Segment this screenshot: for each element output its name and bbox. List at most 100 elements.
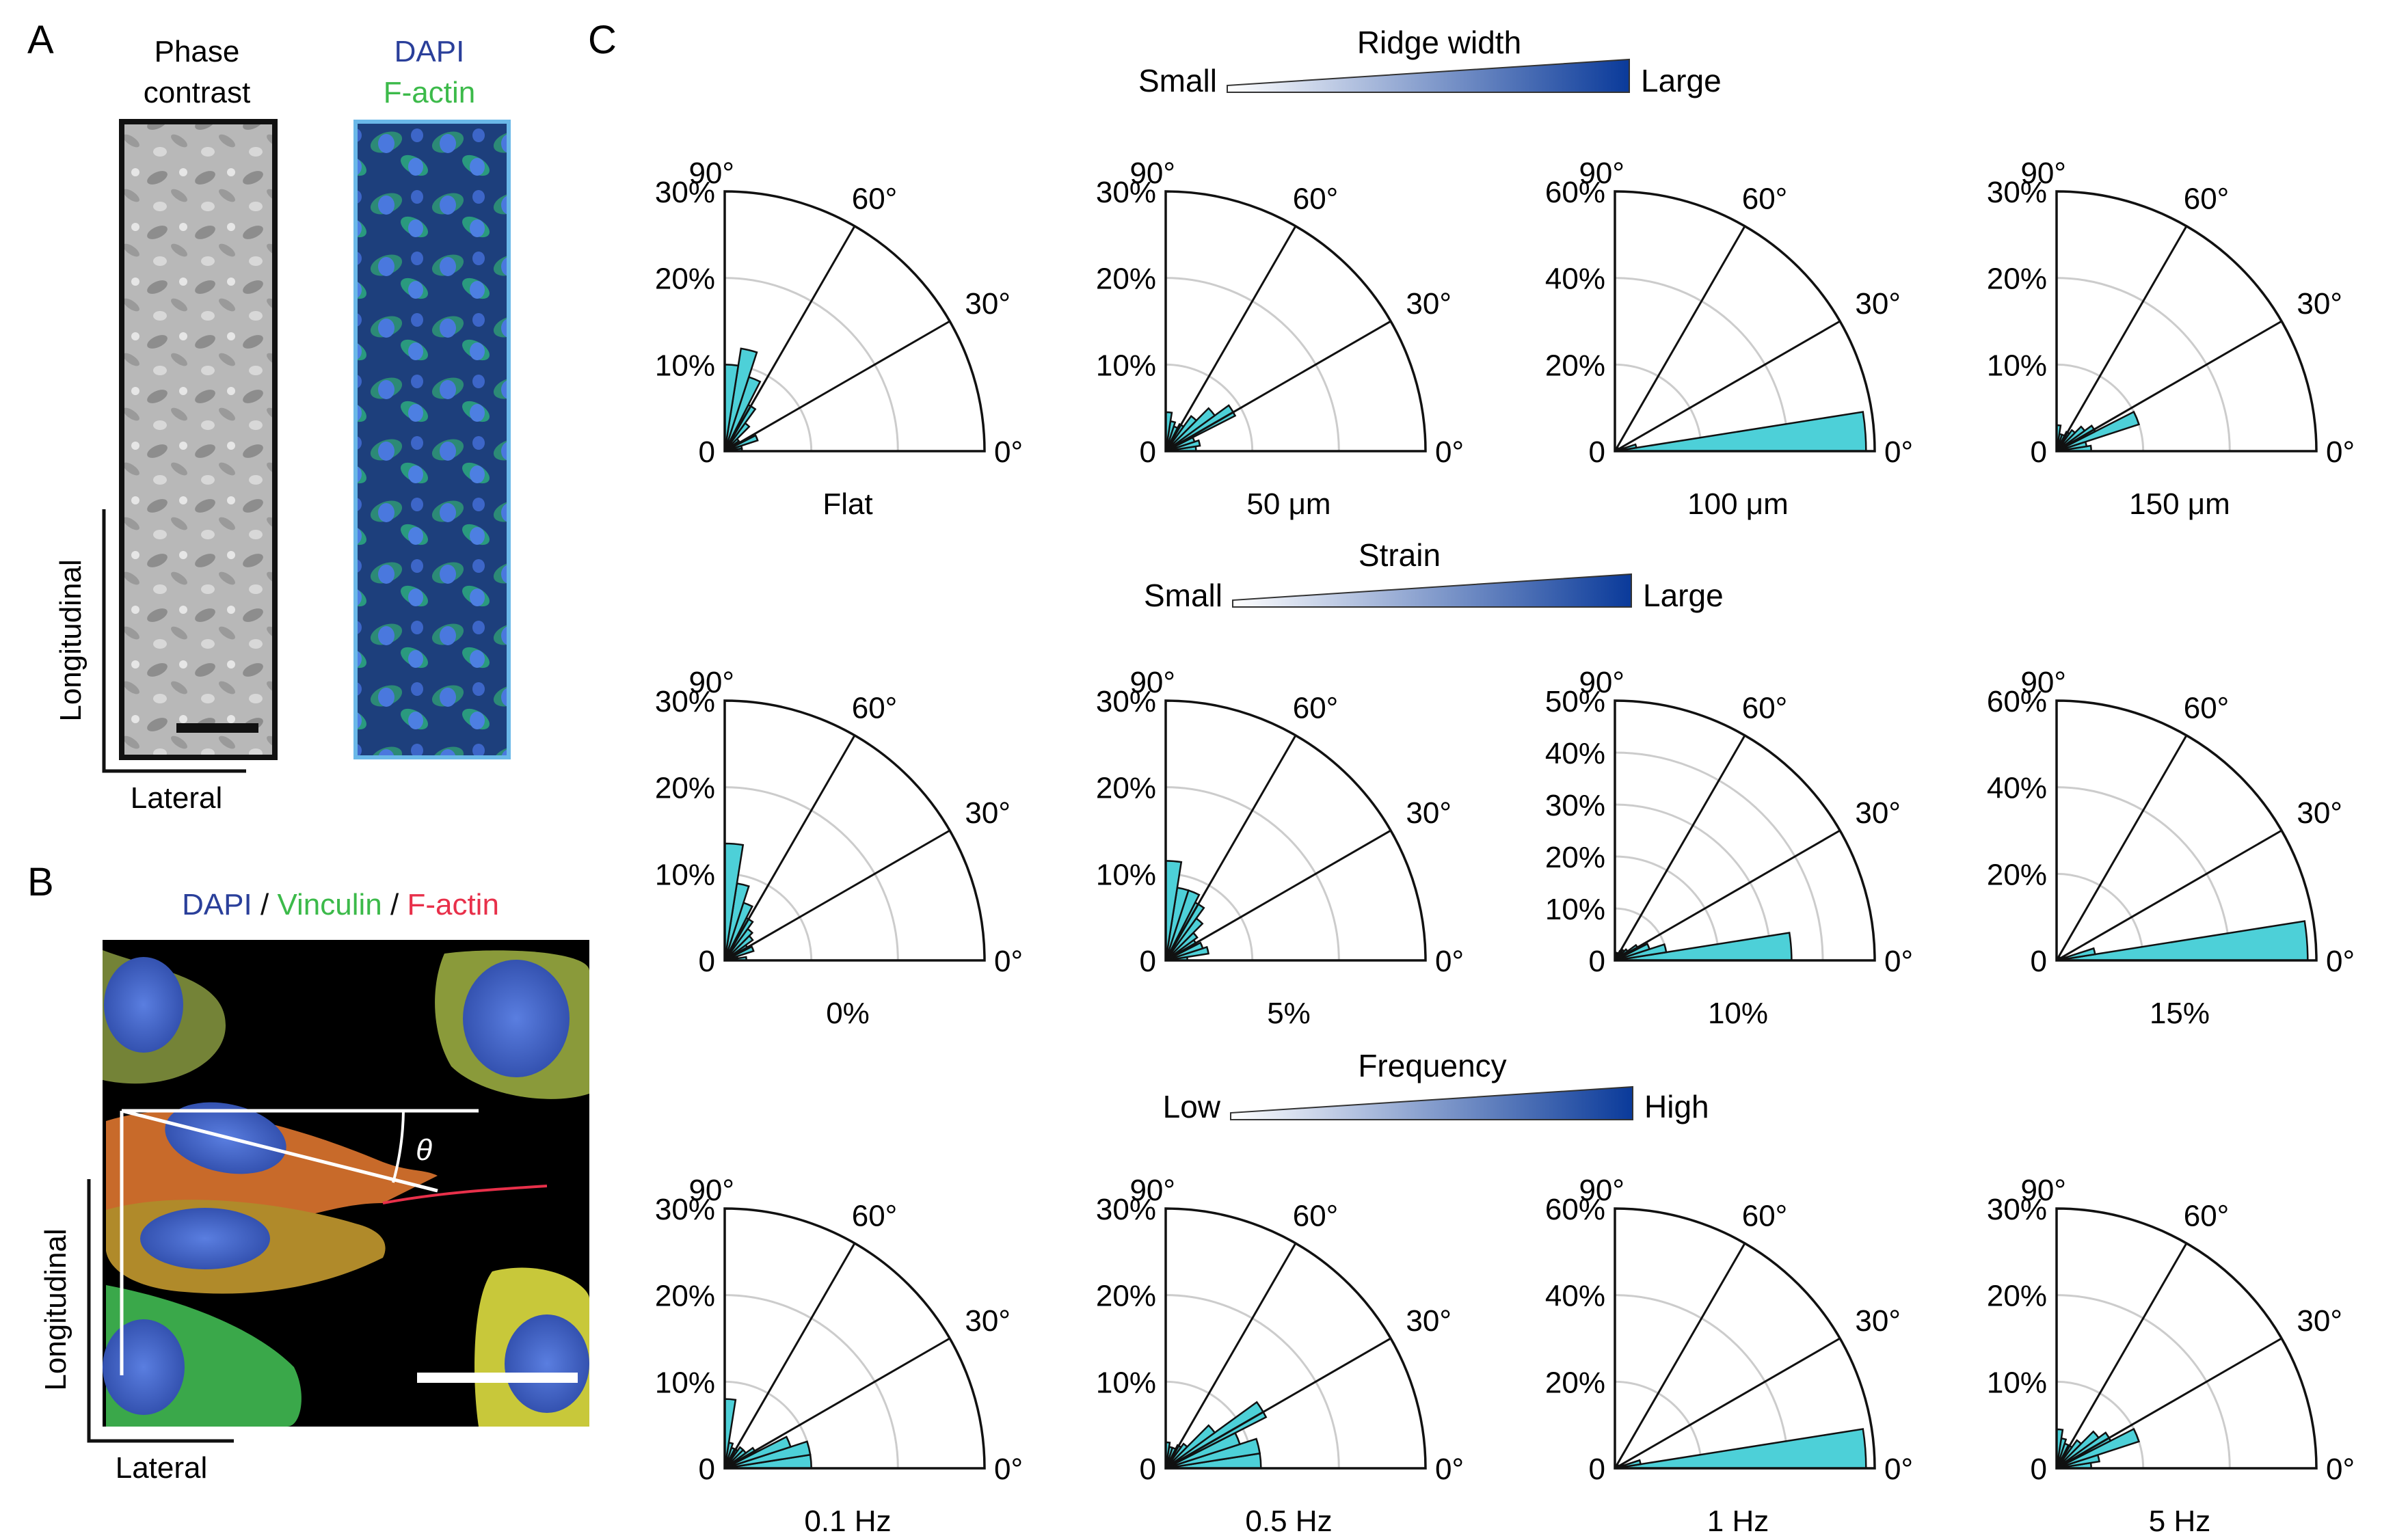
polar-2-bar (1165, 404, 1237, 453)
polar-8-condition-label: 15% (2150, 997, 2210, 1030)
panel-b-dapi: DAPI (182, 888, 252, 921)
polar-5-spoke (724, 829, 950, 962)
gradient-legends: Ridge width Small Large Strain Small Lar… (1138, 25, 1724, 1124)
gradient-strain-low: Small (1144, 578, 1222, 613)
panel-a-longitudinal-label: Longitudinal (54, 559, 88, 721)
fluorescence-image (353, 120, 511, 759)
polar-12-frame (2055, 1207, 2318, 1470)
polar-3-angle-0: 0° (1884, 435, 1913, 469)
phase-contrast-image (119, 119, 278, 760)
polar-9-r-tick: 10% (655, 1366, 715, 1399)
polar-5-r-tick: 20% (655, 772, 715, 805)
polar-4-r-tick: 20% (1987, 262, 2047, 296)
polar-2-bar (1164, 415, 1198, 452)
polar-10-r-tick: 30% (1096, 1193, 1156, 1226)
polar-9-r-tick: 20% (655, 1280, 715, 1313)
polar-6-grid-arc (1165, 786, 1340, 961)
polar-7-r-tick: 20% (1545, 841, 1605, 874)
dapi-title: DAPI (394, 35, 465, 68)
polar-10-condition-label: 0.5 Hz (1245, 1505, 1332, 1538)
polar-4-angle-90: 90° (2020, 157, 2066, 190)
polar-4-condition-label: 150 μm (2129, 487, 2230, 521)
polar-6-frame (1164, 699, 1427, 962)
polar-7-angle-60: 60° (1742, 691, 1788, 725)
polar-12-grid-arc (2056, 1294, 2231, 1469)
polar-2-angle-60: 60° (1293, 182, 1339, 215)
polar-1-spoke (724, 320, 950, 453)
polar-9-chart: 30% 20% 10% 0 90° 60° 30° 0° 0.1 Hz (655, 1174, 1023, 1538)
gradient-ridge-width: Ridge width Small Large (1138, 25, 1722, 98)
polar-4-chart: 30% 20% 10% 0 90° 60° 30° 0° 150 μm (1987, 157, 2355, 521)
polar-12-bar (2056, 1430, 2100, 1470)
polar-5-r-tick: 0 (699, 945, 715, 978)
polar-3-grid-arc (1614, 277, 1789, 452)
panel-letter-b: B (27, 860, 54, 904)
panel-b-longitudinal-label: Longitudinal (39, 1228, 72, 1390)
polar-9-angle-60: 60° (852, 1199, 898, 1232)
polar-3-spoke (1614, 226, 1746, 452)
factin-title: F-actin (384, 76, 475, 109)
polar-5-frame (723, 699, 986, 962)
polar-7-chart: 50% 40% 30% 20% 10% 0 90° 60° 30° 0° 10% (1545, 666, 1913, 1030)
polar-3-r-tick: 40% (1545, 262, 1605, 296)
polar-11-grid-arc (1614, 1380, 1703, 1469)
polar-3-condition-label: 100 μm (1687, 487, 1789, 521)
polar-3-frame (1614, 190, 1876, 453)
polar-7-spoke (1614, 735, 1746, 961)
polar-2-r-tick: 30% (1096, 176, 1156, 209)
polar-8-r-tick: 0 (2031, 945, 2047, 978)
polar-10-r-tick: 20% (1096, 1280, 1156, 1313)
panel-b: B DAPI / Vinculin / F-actin θ Longitudin… (27, 860, 589, 1485)
polar-7-frame (1614, 699, 1876, 962)
polar-2-spoke (1165, 320, 1391, 453)
polar-6-r-tick: 20% (1096, 772, 1156, 805)
polar-11-r-tick: 0 (1589, 1453, 1605, 1486)
polar-7-angle-30: 30° (1855, 796, 1901, 830)
polar-4-r-tick: 30% (1987, 176, 2047, 209)
gradient-ridge-width-high: Large (1641, 63, 1722, 98)
polar-2-grid-arc (1165, 277, 1340, 452)
polar-8-r-tick: 60% (1987, 685, 2047, 718)
gradient-strain: Strain Small Large (1144, 537, 1724, 613)
panel-b-sep-2: / (382, 888, 407, 921)
polar-6-spoke (1165, 829, 1391, 962)
polar-7-spoke (1614, 829, 1841, 962)
polar-10-bar (1165, 1401, 1268, 1470)
polar-12-r-tick: 20% (1987, 1280, 2047, 1313)
polar-12-r-tick: 0 (2031, 1453, 2047, 1486)
polar-9-frame (723, 1207, 986, 1470)
polar-11-frame (1614, 1207, 1876, 1470)
polar-1-r-tick: 20% (655, 262, 715, 296)
gradient-ridge-width-title: Ridge width (1357, 25, 1521, 60)
polar-8-angle-60: 60° (2184, 691, 2230, 725)
polar-8-frame (2055, 699, 2318, 962)
polar-3-angle-30: 30° (1855, 287, 1901, 321)
polar-12-spoke (2056, 1337, 2282, 1470)
polar-10-r-tick: 10% (1096, 1366, 1156, 1399)
gradient-frequency-title: Frequency (1358, 1048, 1506, 1083)
polar-11-r-tick: 40% (1545, 1280, 1605, 1313)
polar-1-frame (723, 190, 986, 453)
polar-6-angle-60: 60° (1293, 691, 1339, 725)
polar-4-spoke (2056, 320, 2282, 453)
phase-contrast-title-line-1: Phase (155, 35, 240, 68)
polar-6-spoke (1164, 735, 1297, 961)
polar-6-r-tick: 0 (1140, 945, 1156, 978)
polar-12-chart: 30% 20% 10% 0 90° 60° 30° 0° 5 Hz (1987, 1174, 2355, 1538)
polar-2-bar (1165, 407, 1216, 453)
polar-11-grid-arc (1614, 1294, 1789, 1469)
polar-12-condition-label: 5 Hz (2149, 1505, 2210, 1538)
panel-b-vinculin: Vinculin (277, 888, 382, 921)
polar-1-bar (723, 347, 758, 452)
polar-9-condition-label: 0.1 Hz (804, 1505, 891, 1538)
confocal-scale-bar (417, 1373, 578, 1383)
panel-b-factin: F-actin (407, 888, 498, 921)
polar-8-r-tick: 40% (1987, 772, 2047, 805)
gradient-ridge-width-wedge (1227, 58, 1630, 93)
polar-11-condition-label: 1 Hz (1707, 1505, 1769, 1538)
polar-7-r-tick: 10% (1545, 893, 1605, 926)
polar-1-angle-90: 90° (688, 157, 734, 190)
gradient-strain-high: Large (1643, 578, 1724, 613)
polar-2-spoke (1164, 226, 1297, 452)
